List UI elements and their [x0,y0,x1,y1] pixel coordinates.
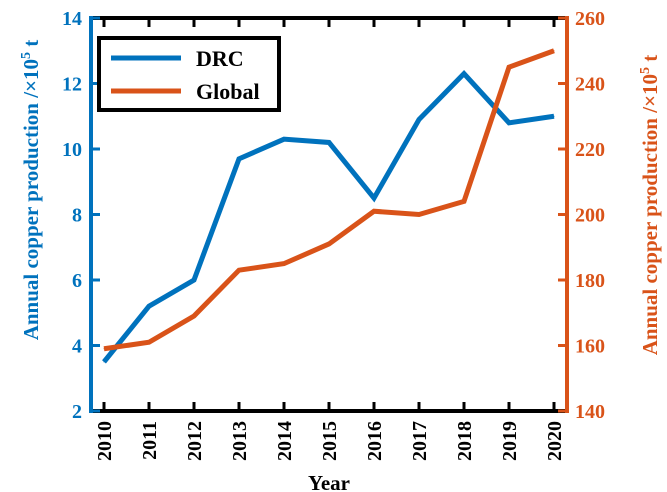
right-tick-label: 240 [575,74,605,96]
x-tick-label: 2019 [499,421,521,461]
right-tick-label: 140 [575,401,605,423]
y-axis-title-text: Annual copper production /×105 t [19,40,43,341]
data-point-global [373,210,375,212]
legend: DRC Global [97,36,281,112]
data-point-drc [193,279,195,281]
data-point-global [328,243,330,245]
x-tick-label: 2018 [454,421,476,461]
x-tick-label: 2020 [544,421,566,461]
data-point-drc [463,73,465,75]
data-point-global [418,214,420,215]
x-axis-title: Year [308,471,350,492]
left-tick-label: 2 [72,401,82,423]
data-point-drc [328,141,330,143]
x-tick-label: 2014 [274,421,296,461]
data-point-drc [508,122,510,124]
legend-box [97,36,281,112]
data-point-drc [553,115,555,117]
x-tick-label: 2016 [364,421,386,461]
data-point-global [463,200,465,202]
right-tick-label: 160 [575,336,605,358]
data-point-global [148,341,150,343]
data-point-drc [103,361,105,363]
left-tick-label: 10 [62,139,82,161]
right-tick-label: 220 [575,139,605,161]
data-point-drc [148,305,150,307]
left-tick-label: 8 [72,205,82,227]
data-point-global [283,263,285,265]
legend-label: DRC [196,46,244,71]
right-y-axis-title: Annual copper production /×105 t [638,55,662,356]
data-point-global [553,50,555,52]
left-tick-label: 12 [62,74,82,96]
x-tick-label: 2010 [94,421,116,461]
right-y-axis: 140 160 180 200 220 240 260 [558,8,605,423]
right-tick-label: 260 [575,8,605,30]
x-axis: 2010 2011 2012 2013 2014 2015 2016 2017 2018 2019… [94,18,566,461]
data-point-global [238,269,240,271]
data-point-global [193,315,195,317]
left-y-axis-title: Annual copper production /×105 t [19,40,43,341]
x-tick-label: 2017 [409,421,431,461]
data-point-global [103,348,105,350]
right-tick-label: 200 [575,205,605,227]
y-axis-title-text: Annual copper production /×105 t [638,55,662,356]
left-tick-label: 14 [62,8,82,30]
x-tick-label: 2012 [184,421,206,461]
data-point-global [508,66,510,68]
right-tick-label: 180 [575,270,605,292]
series-layer [102,48,555,364]
series-line-drc [102,70,555,364]
left-tick-label: 4 [72,336,82,358]
data-point-drc [283,138,285,140]
x-tick-label: 2013 [229,421,251,461]
legend-label: Global [196,79,260,104]
left-tick-label: 6 [72,270,82,292]
data-point-drc [373,197,375,199]
data-point-drc [418,119,420,121]
data-point-drc [238,158,240,160]
left-y-axis: 2 4 6 8 10 12 14 [62,8,100,423]
x-tick-label: 2015 [319,421,341,461]
x-tick-label: 2011 [139,421,161,460]
